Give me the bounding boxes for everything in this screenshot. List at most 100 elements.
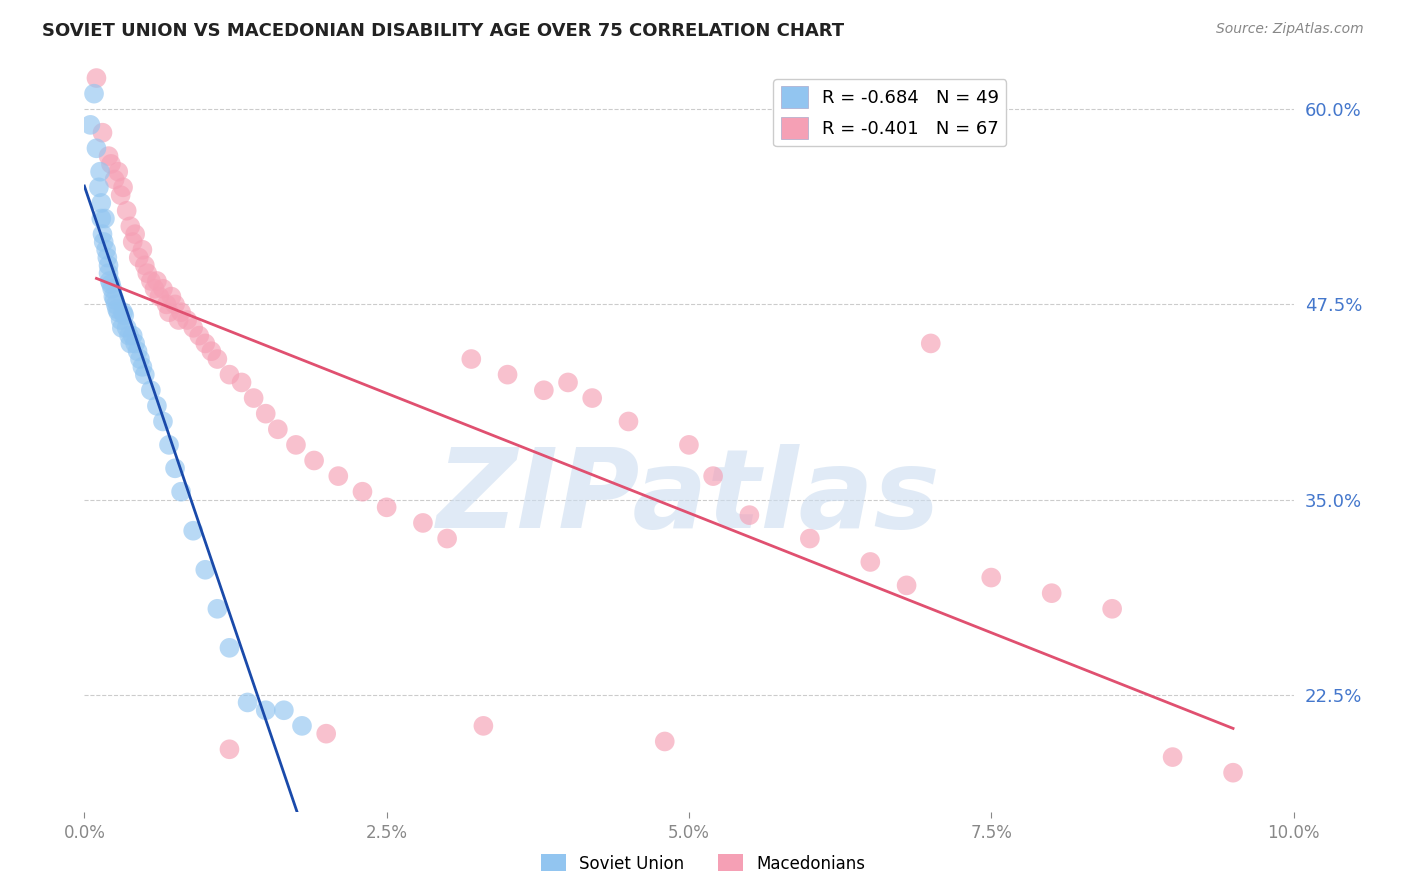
Point [118, 328, 141, 343]
Point [254, 703, 277, 717]
Point [170, 484, 193, 499]
Point [139, 384, 162, 398]
Point [148, 289, 170, 303]
Point [124, 336, 146, 351]
Point [170, 305, 193, 319]
Point [83, 87, 105, 101]
Point [980, 571, 1002, 585]
Point [581, 391, 603, 405]
Point [167, 313, 190, 327]
Point [181, 524, 204, 538]
Point [157, 305, 180, 319]
Point [557, 376, 579, 390]
Point [146, 399, 169, 413]
Point [104, 297, 127, 311]
Point [87, 180, 110, 194]
Point [496, 368, 519, 382]
Point [134, 258, 156, 272]
Point [124, 227, 146, 242]
Point [188, 328, 211, 343]
Point [157, 438, 180, 452]
Point [112, 180, 135, 194]
Point [194, 336, 217, 351]
Point [121, 235, 143, 249]
Point [1222, 765, 1244, 780]
Point [115, 320, 138, 334]
Point [110, 313, 132, 327]
Point [533, 384, 555, 398]
Point [654, 734, 676, 748]
Point [200, 344, 222, 359]
Point [181, 320, 204, 334]
Point [94, 243, 117, 257]
Point [112, 305, 135, 319]
Point [94, 211, 117, 226]
Point [285, 438, 308, 452]
Legend: R = -0.684   N = 49, R = -0.401   N = 67: R = -0.684 N = 49, R = -0.401 N = 67 [773, 79, 1007, 146]
Point [218, 640, 240, 655]
Point [104, 293, 127, 307]
Point [152, 282, 174, 296]
Point [412, 516, 434, 530]
Point [97, 266, 120, 280]
Point [90, 196, 112, 211]
Point [896, 578, 918, 592]
Point [315, 726, 337, 740]
Point [98, 274, 121, 288]
Point [218, 742, 240, 756]
Point [101, 282, 124, 296]
Legend: Soviet Union, Macedonians: Soviet Union, Macedonians [534, 847, 872, 880]
Point [90, 211, 112, 226]
Point [121, 328, 143, 343]
Point [128, 251, 150, 265]
Point [859, 555, 882, 569]
Point [207, 351, 229, 366]
Point [920, 336, 942, 351]
Point [1101, 602, 1123, 616]
Point [207, 602, 229, 616]
Point [1161, 750, 1184, 764]
Point [120, 336, 142, 351]
Point [160, 289, 183, 303]
Point [165, 297, 187, 311]
Point [86, 70, 108, 85]
Point [93, 235, 115, 249]
Point [89, 164, 111, 178]
Point [134, 368, 156, 382]
Point [100, 277, 122, 292]
Point [103, 289, 125, 303]
Point [104, 172, 127, 186]
Point [375, 500, 398, 515]
Point [100, 157, 122, 171]
Point [328, 469, 350, 483]
Point [120, 219, 142, 234]
Point [111, 320, 134, 334]
Point [129, 351, 152, 366]
Text: Source: ZipAtlas.com: Source: ZipAtlas.com [1216, 22, 1364, 37]
Point [176, 313, 198, 327]
Point [139, 274, 162, 288]
Point [136, 266, 159, 280]
Point [107, 164, 129, 178]
Point [110, 188, 132, 202]
Point [79, 118, 101, 132]
Point [799, 532, 821, 546]
Point [267, 422, 290, 436]
Point [86, 141, 108, 155]
Point [231, 376, 253, 390]
Point [97, 149, 120, 163]
Point [115, 203, 138, 218]
Point [97, 258, 120, 272]
Point [738, 508, 761, 523]
Point [702, 469, 724, 483]
Point [460, 351, 482, 366]
Point [254, 407, 277, 421]
Point [96, 251, 118, 265]
Point [127, 344, 149, 359]
Point [91, 126, 114, 140]
Point [1040, 586, 1063, 600]
Point [678, 438, 700, 452]
Point [146, 274, 169, 288]
Point [91, 227, 114, 242]
Point [131, 359, 153, 374]
